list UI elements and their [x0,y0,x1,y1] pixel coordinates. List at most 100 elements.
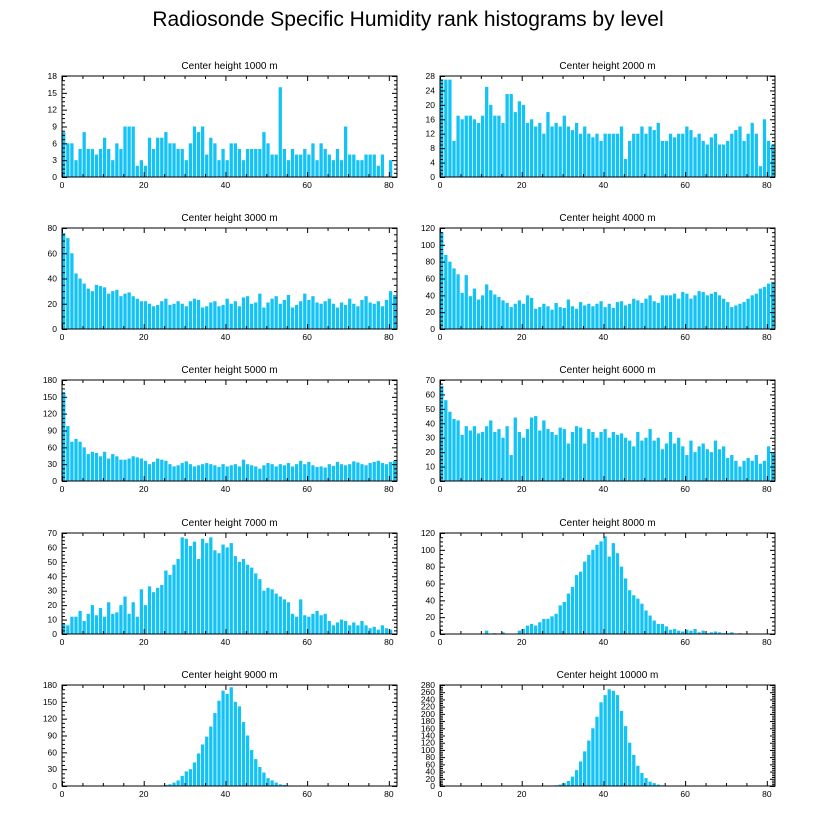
histogram-bar [570,130,575,177]
x-tick-label: 20 [517,789,527,799]
histogram-bar [388,461,393,481]
histogram-bar [448,79,452,177]
histogram-bar [217,700,221,786]
histogram-bar [196,465,201,481]
histogram-bar [521,437,526,481]
histogram-bar [701,443,705,481]
histogram-bar [440,232,444,329]
histogram-bar [599,301,603,329]
x-tick-label: 40 [599,332,609,342]
histogram-bar [335,461,340,481]
histogram-bar [102,451,107,481]
histogram-bar [368,628,372,634]
histogram-bar [237,561,242,634]
y-tick-label: 12 [48,105,58,115]
histogram-bar [717,449,722,481]
histogram-bar [258,468,262,481]
histogram-bar [102,616,107,634]
histogram-bar [762,460,767,481]
histogram-bar [94,452,99,481]
histogram-bar [135,165,139,177]
histogram-bar [66,625,70,634]
y-tick-label: 60 [48,542,58,552]
histogram-bar [595,133,599,177]
histogram-bar [266,778,270,786]
panel-title: Center height 4000 m [559,213,655,224]
histogram-bar [66,143,70,177]
histogram-bar [468,296,472,329]
histogram-bar [550,126,554,177]
histogram-bar [464,275,468,329]
histogram-bar [566,780,571,786]
histogram-bar [709,137,714,177]
histogram-bar [209,726,213,786]
histogram-bar [599,702,603,786]
histogram-bar [364,154,368,177]
histogram-bar [762,286,767,329]
histogram-bar [517,300,522,329]
histogram-bar [241,558,246,634]
histogram-bar [176,148,180,177]
histogram-bar [201,126,205,177]
y-tick-label: 260 [421,687,435,697]
histogram-bar [262,132,266,177]
histogram-bar [648,295,652,329]
histogram-bar [489,290,493,329]
histogram-bar [274,782,278,786]
histogram-bar [384,464,389,481]
y-tick-label: 20 [48,600,58,610]
histogram-bar [685,455,689,481]
histogram-bar [623,578,628,634]
histogram-bar [579,761,583,786]
histogram-bar [591,728,595,786]
histogram-bar [172,564,176,634]
histogram-bar [603,133,607,177]
histogram-bar [468,115,472,177]
histogram-bar [681,446,685,481]
histogram-bar [542,420,546,481]
histogram-bar [497,429,501,481]
histogram-bar [229,543,233,634]
histogram-bar [668,295,673,329]
histogram-bar [90,148,94,177]
histogram-bar [201,464,205,481]
histogram-bar [501,300,505,329]
histogram-bar [623,726,628,786]
histogram-bar [229,465,233,481]
y-tick-label: 20 [48,299,58,309]
histogram-bar [660,295,664,329]
histogram-bar [672,137,677,177]
histogram-bar [726,302,730,329]
histogram-bar [595,303,599,329]
histogram-bar [693,628,697,634]
histogram-bar [266,587,270,634]
histogram-bar [86,454,90,481]
histogram-bar [294,464,299,481]
y-tick-label: 0 [430,324,435,334]
histogram-bar [672,443,677,481]
y-tick-label: 80 [48,223,58,233]
histogram-bar [388,291,393,330]
x-tick-label: 20 [139,637,149,647]
histogram-panel-1: Center height 1000 m 0 20 40 60 80 0 3 6 9 12 15 18 [48,61,398,190]
histogram-bar [636,765,640,786]
histogram-bar [380,625,385,634]
histogram-bar [245,564,250,634]
histogram-bar [501,632,505,634]
histogram-bar [168,784,172,786]
histogram-bar [290,613,295,634]
histogram-bar [534,126,538,177]
histogram-bar [233,701,237,786]
histogram-bar [62,392,66,481]
histogram-bar [672,628,677,634]
histogram-bar [583,561,587,634]
histogram-bar [135,298,139,329]
histogram-bar [558,784,562,786]
histogram-bar [628,140,632,177]
histogram-bar [74,160,78,177]
histogram-bar [352,622,356,634]
histogram-bar [734,460,738,481]
histogram-bar [493,294,497,329]
histogram-bar [307,461,311,481]
histogram-bar [644,133,648,177]
